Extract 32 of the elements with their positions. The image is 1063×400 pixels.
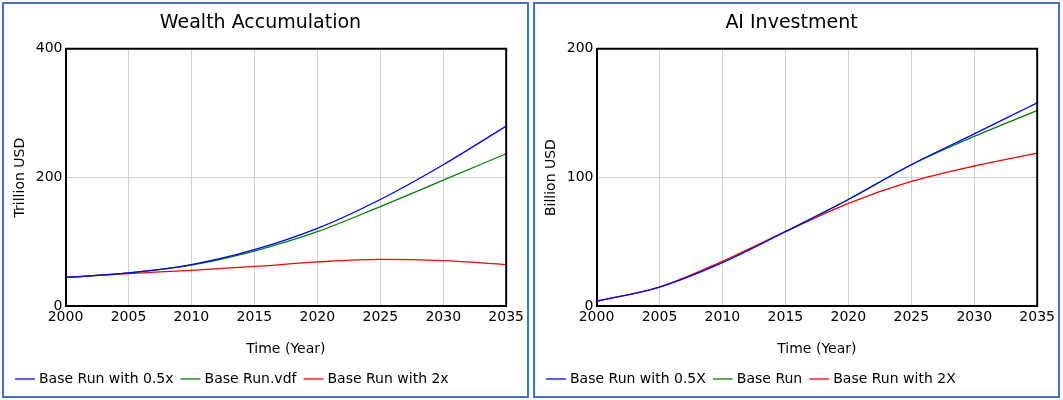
- x-tick-label: 2035: [488, 308, 525, 325]
- x-tick-label: 2010: [173, 308, 210, 325]
- x-tick-label: 2035: [1019, 308, 1056, 325]
- x-tick-label: 2015: [767, 308, 804, 325]
- y-tick-label: 200: [566, 39, 594, 56]
- legend-label: Base Run with 0.5X: [570, 369, 707, 386]
- x-tick-label: 2005: [110, 308, 147, 325]
- x-axis-title: Time (Year): [776, 340, 857, 357]
- legend-label: Base Run with 2X: [833, 369, 957, 386]
- line-series: [596, 102, 1038, 302]
- x-tick-label: 2020: [830, 308, 867, 325]
- y-axis-title: Trillion USD: [11, 137, 28, 219]
- y-tick-label: 200: [35, 168, 63, 185]
- legend-label: Base Run.vdf: [204, 369, 298, 386]
- legend-label: Base Run with 2x: [327, 369, 449, 386]
- line-series: [65, 125, 507, 279]
- legend-label: Base Run with 0.5x: [39, 369, 174, 386]
- chart-title: Wealth Accumulation: [159, 10, 362, 33]
- x-tick-label: 2005: [641, 308, 678, 325]
- x-tick-label: 2015: [236, 308, 273, 325]
- x-tick-label: 2030: [425, 308, 462, 325]
- x-tick-label: 2025: [893, 308, 930, 325]
- y-tick-label: 100: [566, 168, 594, 185]
- legend-label: Base Run: [736, 369, 803, 386]
- x-axis-title: Time (Year): [245, 340, 326, 357]
- x-tick-label: 2010: [704, 308, 741, 325]
- x-tick-label: 2020: [299, 308, 336, 325]
- chart-title: AI Investment: [725, 10, 858, 33]
- x-tick-label: 2030: [956, 308, 993, 325]
- y-tick-label: 400: [35, 39, 63, 56]
- y-axis-title: Billion USD: [542, 139, 559, 217]
- x-tick-label: 2025: [362, 308, 399, 325]
